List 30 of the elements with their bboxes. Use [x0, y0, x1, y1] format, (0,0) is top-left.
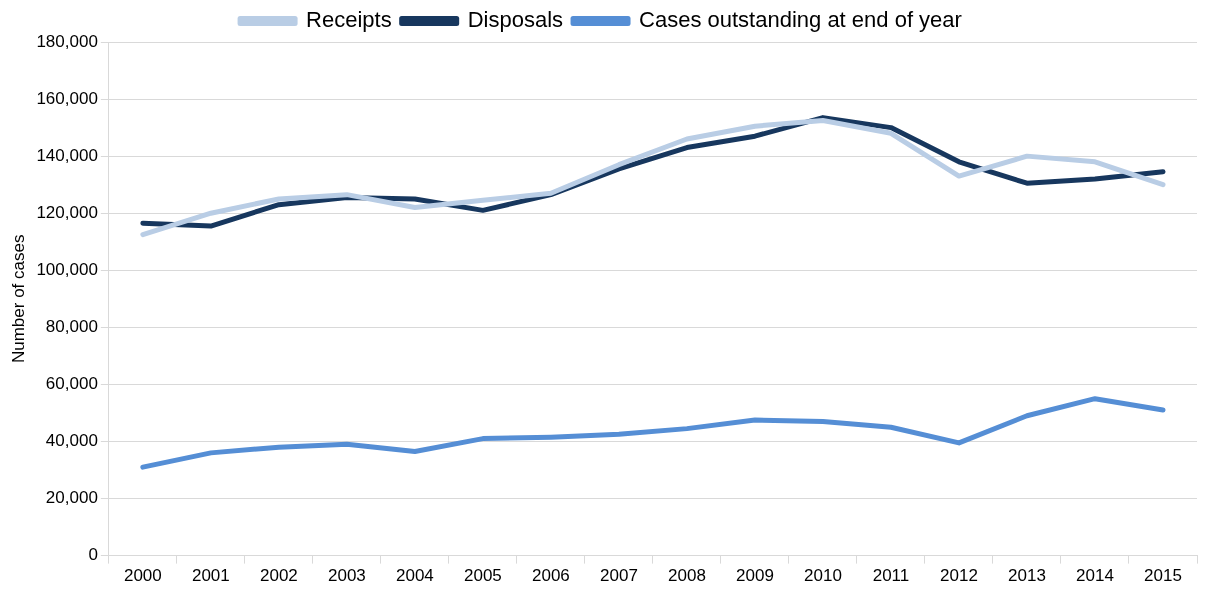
x-tick-label: 2005 [463, 566, 502, 586]
y-tick-label: 100,000 [36, 259, 98, 279]
x-tick-label: 2007 [600, 566, 638, 586]
y-tick-label: 80,000 [45, 317, 98, 337]
x-tick-label: 2009 [736, 566, 774, 586]
y-tick-label: 20,000 [45, 488, 98, 508]
y-tick-label: 60,000 [45, 374, 98, 394]
x-tick-label: 2006 [532, 566, 570, 586]
x-tick-label: 2008 [668, 566, 706, 586]
y-axis-title: Number of cases [8, 234, 28, 364]
x-tick-label: 2004 [395, 566, 434, 586]
x-tick-label: 2002 [259, 566, 298, 586]
x-tick-label: 2003 [327, 566, 366, 586]
y-tick-label: 0 [88, 545, 98, 565]
x-tick-label: 2001 [191, 566, 230, 586]
y-tick-label: 40,000 [45, 431, 98, 451]
y-tick-label: 180,000 [36, 31, 98, 51]
legend-label: Disposals [467, 7, 564, 33]
x-tick-label: 2011 [872, 566, 910, 586]
y-tick-label: 140,000 [36, 145, 98, 165]
x-tick-label: 2015 [1144, 566, 1182, 586]
legend-label: Receipts [306, 7, 392, 33]
legend-label: Cases outstanding at end of year [639, 7, 962, 33]
x-tick-label: 2012 [940, 566, 978, 586]
y-tick-label: 160,000 [36, 88, 98, 108]
x-tick-label: 2014 [1076, 566, 1114, 586]
x-tick-label: 2013 [1008, 566, 1046, 586]
x-tick-label: 2010 [804, 566, 842, 586]
x-tick-label: 2000 [123, 566, 162, 586]
y-tick-label: 120,000 [36, 202, 98, 222]
